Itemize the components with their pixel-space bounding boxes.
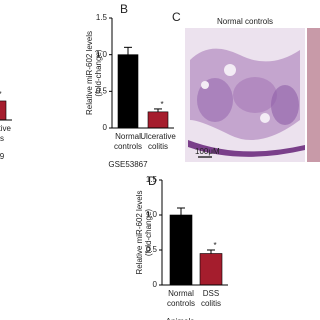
y-tick-label: 1.5 xyxy=(96,13,108,22)
histology-image xyxy=(185,28,320,162)
x-tick-label: colitis xyxy=(148,142,168,151)
significance: * xyxy=(160,100,163,109)
y-tick-label: 0 xyxy=(103,123,108,132)
y-axis-label: Relative miR-602 levels xyxy=(135,190,144,274)
significance: * xyxy=(213,241,216,250)
bar xyxy=(147,111,169,129)
y-tick-label: 1.0 xyxy=(146,210,158,219)
bar xyxy=(169,214,193,286)
y-tick-label: 1.5 xyxy=(146,175,158,184)
x-tick-label: DSS xyxy=(203,289,219,298)
scale-bar-label: 100μM xyxy=(195,147,220,156)
x-tick-label: colitis xyxy=(201,299,221,308)
y-tick-label: 0.5 xyxy=(146,245,158,254)
significance: * xyxy=(0,90,2,99)
bar xyxy=(117,54,139,129)
x-tick-label: controls xyxy=(167,299,195,308)
y-axis-label: (fold-change) xyxy=(144,209,153,256)
y-axis-label: (fold-change) xyxy=(94,49,103,96)
y-tick-label: 1.0 xyxy=(96,50,108,59)
y-axis-label: Relative miR-602 levels xyxy=(85,31,94,115)
bar xyxy=(0,100,7,121)
x-tick-label: Ulcerative xyxy=(140,132,176,141)
x-axis-label: Animals xyxy=(166,317,194,320)
x-tick-label: controls xyxy=(114,142,142,151)
image-caption: Normal controls xyxy=(217,17,273,26)
panel-label: D xyxy=(148,174,157,188)
x-tick-label: Normal xyxy=(115,132,141,141)
y-tick-label: 0.5 xyxy=(96,86,108,95)
x-tick-label: lcerative xyxy=(0,124,11,133)
x-axis-label: 9 xyxy=(0,152,5,161)
y-tick-label: 0 xyxy=(153,280,158,289)
panel-label: B xyxy=(120,2,128,16)
x-axis-label: GSE53867 xyxy=(108,160,148,169)
bar xyxy=(199,253,223,286)
panel-label: C xyxy=(172,10,181,24)
x-tick-label: olitis xyxy=(0,134,4,143)
x-tick-label: Normal xyxy=(168,289,194,298)
